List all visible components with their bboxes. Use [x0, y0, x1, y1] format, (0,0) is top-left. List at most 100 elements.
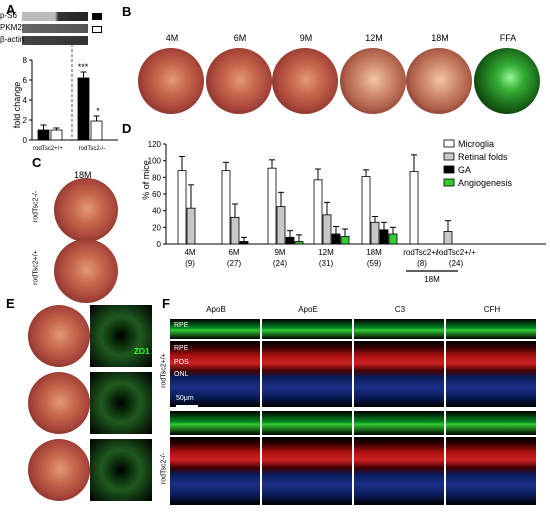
d-ytick-label: 60 — [152, 190, 161, 199]
d-bar-0-5 — [409, 171, 419, 245]
panel-label-a: A — [6, 2, 16, 17]
a-sig-1: *** — [78, 62, 89, 72]
fundus-b-3 — [340, 48, 406, 114]
d-legend-swatch-3 — [443, 178, 455, 187]
d-bar-2-1 — [239, 241, 249, 245]
f-tile-1-2 — [354, 341, 444, 407]
blot-label-actin: β-actin — [0, 35, 25, 44]
f-tile-2-3 — [446, 411, 536, 435]
if-e-label: ZO1 — [134, 347, 150, 356]
a-sig-2: * — [96, 106, 100, 116]
f-layer-label-1: RPE — [174, 345, 189, 352]
panel-label-e: E — [6, 296, 15, 311]
fundus-c-bottom — [54, 239, 118, 303]
f-scale-bar — [176, 405, 198, 407]
panel-label-d: D — [122, 121, 132, 136]
d-count-3: (31) — [319, 259, 334, 268]
panel-label-f: F — [162, 296, 170, 311]
d-ytick-label: 40 — [152, 207, 161, 216]
fundus-b-0 — [138, 48, 204, 114]
panel-c-row-label-top: rodTsc2-/- — [32, 190, 40, 223]
d-bar-1-4 — [370, 221, 380, 245]
fundus-b-ffa — [474, 48, 540, 114]
a-bar-0-0 — [37, 129, 50, 141]
d-bar-0-4 — [361, 176, 371, 245]
a-xlabel-1: rodTsc2+/+ — [33, 146, 63, 152]
panel-label-c: C — [32, 155, 42, 170]
f-tile-1-3 — [446, 341, 536, 407]
d-count-6: (24) — [449, 259, 464, 268]
f-tile-0-3 — [446, 319, 536, 339]
d-count-5: (8) — [417, 259, 427, 268]
fundus-b-1 — [206, 48, 272, 114]
a-xlabel-2: rodTsc2-/- — [79, 146, 106, 152]
panel-d: 0 20 40 60 80 100 120 4M (9) 6M (27) 9M (24) 12M (31) 1… — [126, 120, 550, 300]
d-ytick-label: 0 — [157, 240, 162, 249]
blot-strip-ps6 — [22, 12, 88, 21]
f-col-label-2: C3 — [394, 305, 406, 314]
f-tile-3-2 — [354, 437, 444, 505]
panel-a-ylabel: fold change — [12, 81, 22, 129]
d-count-4: (59) — [367, 259, 382, 268]
legend-ps6-swatch — [92, 13, 102, 20]
d-bar-1-2 — [276, 206, 286, 245]
d-bar-2-4 — [379, 229, 389, 245]
d-bar-0-2 — [267, 167, 277, 245]
f-tile-1-0 — [170, 341, 260, 407]
if-e-2 — [90, 439, 152, 501]
blot-label-pkm2: PKM2 — [0, 23, 22, 32]
a-ytick-label: 6 — [23, 76, 28, 85]
d-bar-1-6 — [443, 231, 453, 245]
d-xlabel-2: 9M — [274, 248, 285, 257]
f-tile-0-0 — [170, 319, 260, 339]
d-bar-2-2 — [285, 236, 295, 245]
if-e-1 — [90, 372, 152, 434]
d-count-1: (27) — [227, 259, 242, 268]
d-xlabel-3: 12M — [318, 248, 334, 257]
d-bar-3-3 — [340, 236, 350, 245]
d-bar-0-3 — [313, 179, 323, 245]
a-bar-1-1 — [90, 120, 103, 141]
d-ytick-label: 80 — [152, 173, 161, 182]
panel-b-label-0: 4M — [165, 33, 179, 43]
panel-a: p-S6 PKM2 β-actin 0 2 4 6 8 *** * rodTsc2+/+ rod… — [0, 0, 125, 160]
d-ytick-label: 20 — [152, 223, 161, 232]
f-col-label-0: ApoB — [206, 305, 226, 314]
panel-c-title: 18M — [74, 170, 92, 180]
f-tile-0-1 — [262, 319, 352, 339]
f-tile-3-0 — [170, 437, 260, 505]
f-layer-label-2: POS — [174, 359, 189, 366]
d-xlabel-0: 4M — [184, 248, 195, 257]
f-tile-3-1 — [262, 437, 352, 505]
legend-pkm2-swatch — [92, 26, 102, 33]
panel-b-label-2: 9M — [299, 33, 313, 43]
f-row-label-2: rodTsc2-/- — [160, 452, 168, 485]
fundus-e-0 — [28, 305, 90, 367]
d-xlabel-6: rodTsc2+/+ — [436, 248, 476, 257]
panel-d-chart: 0 20 40 60 80 100 120 4M (9) 6M (27) 9M (24) 12M (31) 1… — [148, 139, 546, 284]
f-layer-label-0: RPE — [174, 322, 189, 329]
d-bar-3-4 — [388, 233, 398, 245]
panel-f: ApoB ApoE C3 CFH RPE RPE POS ONL 50μm rodTsc2+/+ r… — [161, 305, 545, 510]
d-bar-1-3 — [322, 214, 332, 245]
f-col-label-3: CFH — [483, 305, 501, 314]
d-legend-swatch-2 — [443, 165, 455, 174]
panel-b-label-1: 6M — [233, 33, 247, 43]
f-col-label-1: ApoE — [298, 305, 318, 314]
f-layer-label-3: ONL — [174, 371, 189, 378]
d-bar-1-0 — [186, 207, 196, 245]
a-bar-0-1 — [77, 77, 90, 141]
a-ytick-label: 8 — [23, 56, 28, 65]
blot-strip-pkm2 — [22, 24, 88, 33]
d-bar-0-1 — [221, 170, 231, 245]
panel-b-label-4: 18M — [431, 33, 449, 43]
f-tile-3-3 — [446, 437, 536, 505]
panel-e: ZO1 — [28, 305, 153, 510]
panel-c: 18M rodTsc2-/- rodTsc2+/+ — [32, 165, 122, 303]
a-ytick-label: 0 — [23, 136, 28, 145]
f-tile-2-0 — [170, 411, 260, 435]
d-legend-label-1: Retinal folds — [458, 152, 508, 162]
if-e-0 — [90, 305, 152, 367]
blot-label-ps6: p-S6 — [0, 11, 17, 20]
